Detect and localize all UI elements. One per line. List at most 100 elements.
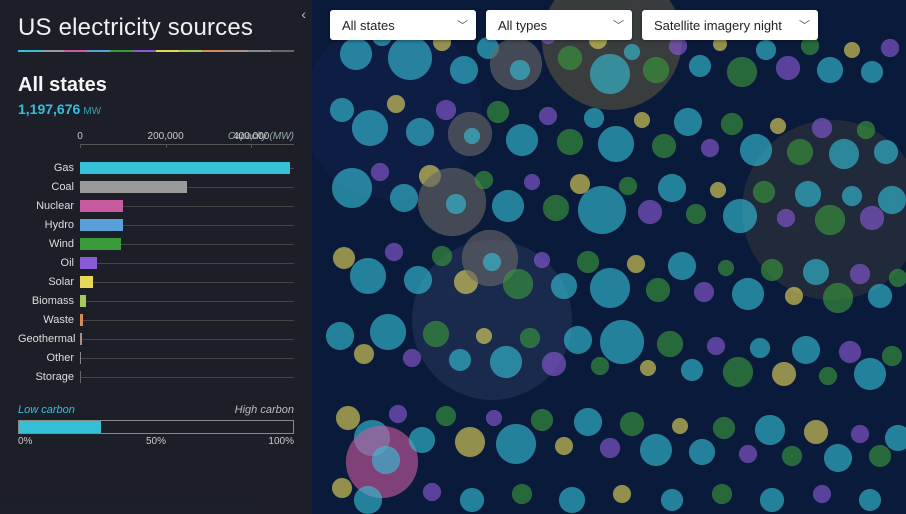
plant-bubble[interactable] (804, 420, 828, 444)
plant-bubble[interactable] (404, 266, 432, 294)
plant-bubble[interactable] (492, 190, 524, 222)
plant-bubble[interactable] (557, 129, 583, 155)
plant-bubble[interactable] (753, 181, 775, 203)
plant-bubble[interactable] (340, 38, 372, 70)
plant-bubble[interactable] (506, 124, 538, 156)
plant-bubble[interactable] (336, 406, 360, 430)
plant-bubble[interactable] (449, 349, 471, 371)
bar-row[interactable]: Storage (18, 367, 294, 386)
plant-bubble[interactable] (385, 243, 403, 261)
plant-bubble[interactable] (558, 46, 582, 70)
plant-bubble[interactable] (739, 445, 757, 463)
plant-bubble[interactable] (390, 184, 418, 212)
plant-bubble[interactable] (792, 336, 820, 364)
plant-bubble[interactable] (543, 195, 569, 221)
plant-bubble[interactable] (851, 425, 869, 443)
plant-bubble[interactable] (854, 358, 886, 390)
plant-bubble[interactable] (761, 259, 783, 281)
plant-bubble[interactable] (756, 40, 776, 60)
plant-bubble[interactable] (578, 186, 626, 234)
plant-bubble[interactable] (661, 489, 683, 511)
plant-bubble[interactable] (874, 140, 898, 164)
basemap-dropdown[interactable]: Satellite imagery night ﹀ (642, 10, 818, 40)
plant-bubble[interactable] (776, 56, 800, 80)
plant-bubble[interactable] (723, 357, 753, 387)
plant-bubble[interactable] (657, 331, 683, 357)
plant-bubble[interactable] (371, 163, 389, 181)
plant-bubble[interactable] (857, 121, 875, 139)
plant-bubble[interactable] (332, 168, 372, 208)
plant-bubble[interactable] (624, 44, 640, 60)
plant-bubble[interactable] (689, 55, 711, 77)
plant-bubble[interactable] (475, 171, 493, 189)
plant-bubble[interactable] (760, 488, 784, 512)
plant-bubble[interactable] (510, 60, 530, 80)
plant-bubble[interactable] (829, 139, 859, 169)
plant-bubble[interactable] (370, 314, 406, 350)
bar-row[interactable]: Coal (18, 177, 294, 196)
plant-bubble[interactable] (406, 118, 434, 146)
plant-bubble[interactable] (542, 352, 566, 376)
plant-bubble[interactable] (627, 255, 645, 273)
plant-bubble[interactable] (590, 54, 630, 94)
plant-bubble[interactable] (681, 359, 703, 381)
plant-bubble[interactable] (330, 98, 354, 122)
plant-bubble[interactable] (777, 209, 795, 227)
plant-bubble[interactable] (350, 258, 386, 294)
plant-bubble[interactable] (772, 362, 796, 386)
plant-bubble[interactable] (520, 328, 540, 348)
plant-bubble[interactable] (354, 344, 374, 364)
plant-bubble[interactable] (577, 251, 599, 273)
plant-bubble[interactable] (436, 100, 456, 120)
bar-row[interactable]: Hydro (18, 215, 294, 234)
bar-row[interactable]: Waste (18, 310, 294, 329)
plant-bubble[interactable] (486, 410, 502, 426)
plant-bubble[interactable] (460, 488, 484, 512)
bar-row[interactable]: Solar (18, 272, 294, 291)
plant-bubble[interactable] (332, 478, 352, 498)
collapse-icon[interactable]: ‹ (301, 6, 306, 22)
plant-bubble[interactable] (534, 252, 550, 268)
bubble-map[interactable] (312, 0, 906, 514)
plant-bubble[interactable] (620, 412, 644, 436)
plant-bubble[interactable] (590, 268, 630, 308)
plant-bubble[interactable] (812, 118, 832, 138)
plant-bubble[interactable] (844, 42, 860, 58)
plant-bubble[interactable] (333, 247, 355, 269)
plant-bubble[interactable] (787, 139, 813, 165)
bar-row[interactable]: Nuclear (18, 196, 294, 215)
plant-bubble[interactable] (785, 287, 803, 305)
plant-bubble[interactable] (551, 273, 577, 299)
plant-bubble[interactable] (823, 283, 853, 313)
plant-bubble[interactable] (740, 134, 772, 166)
plant-bubble[interactable] (842, 186, 862, 206)
plant-bubble[interactable] (640, 434, 672, 466)
plant-bubble[interactable] (640, 360, 656, 376)
plant-bubble[interactable] (455, 427, 485, 457)
plant-bubble[interactable] (613, 485, 631, 503)
plant-bubble[interactable] (881, 39, 899, 57)
plant-bubble[interactable] (531, 409, 553, 431)
plant-bubble[interactable] (689, 439, 715, 465)
plant-bubble[interactable] (658, 174, 686, 202)
plant-bubble[interactable] (824, 444, 852, 472)
plant-bubble[interactable] (750, 338, 770, 358)
plant-bubble[interactable] (882, 346, 902, 366)
plant-bubble[interactable] (600, 320, 644, 364)
bar-row[interactable]: Wind (18, 234, 294, 253)
plant-bubble[interactable] (432, 246, 452, 266)
type-dropdown[interactable]: All types ﹀ (486, 10, 632, 40)
plant-bubble[interactable] (638, 200, 662, 224)
plant-bubble[interactable] (619, 177, 637, 195)
plant-bubble[interactable] (727, 57, 757, 87)
bar-row[interactable]: Other (18, 348, 294, 367)
plant-bubble[interactable] (564, 326, 592, 354)
plant-bubble[interactable] (490, 346, 522, 378)
plant-bubble[interactable] (409, 427, 435, 453)
plant-bubble[interactable] (732, 278, 764, 310)
plant-bubble[interactable] (815, 205, 845, 235)
plant-bubble[interactable] (646, 278, 670, 302)
plant-bubble[interactable] (436, 406, 456, 426)
plant-bubble[interactable] (326, 322, 354, 350)
plant-bubble[interactable] (718, 260, 734, 276)
